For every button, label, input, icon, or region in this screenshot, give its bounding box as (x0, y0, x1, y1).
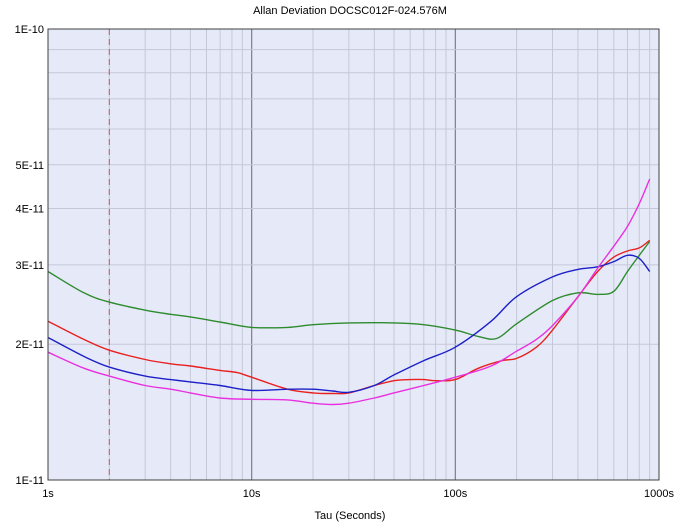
series-line-1 (47, 241, 651, 340)
y-tick-label: 5E-11 (15, 160, 44, 172)
y-tick-labels: 1E-10 5E-11 4E-11 3E-11 2E-11 1E-11 (15, 24, 44, 487)
series-line-4 (47, 178, 651, 406)
y-tick-label: 4E-11 (15, 203, 44, 215)
x-tick-label: 100s (443, 488, 467, 500)
grid-lines (47, 28, 660, 481)
x-tick-label: 1000s (644, 488, 674, 500)
y-tick-label: 3E-11 (15, 260, 44, 272)
y-tick-label: 1E-11 (15, 475, 44, 487)
plot-frame (47, 28, 660, 481)
series-line-3 (47, 254, 651, 394)
y-tick-label: 2E-11 (15, 339, 44, 351)
series-group (47, 178, 651, 406)
x-tick-labels: 1s 10s 100s 1000s (42, 488, 674, 500)
chart-title: Allan Deviation DOCSC012F-024.576M (253, 5, 447, 17)
x-tick-label: 10s (243, 488, 261, 500)
plot-background (48, 29, 659, 480)
y-tick-label: 1E-10 (15, 24, 44, 36)
x-axis-label: Tau (Seconds) (315, 510, 386, 522)
x-tick-label: 1s (42, 488, 54, 500)
